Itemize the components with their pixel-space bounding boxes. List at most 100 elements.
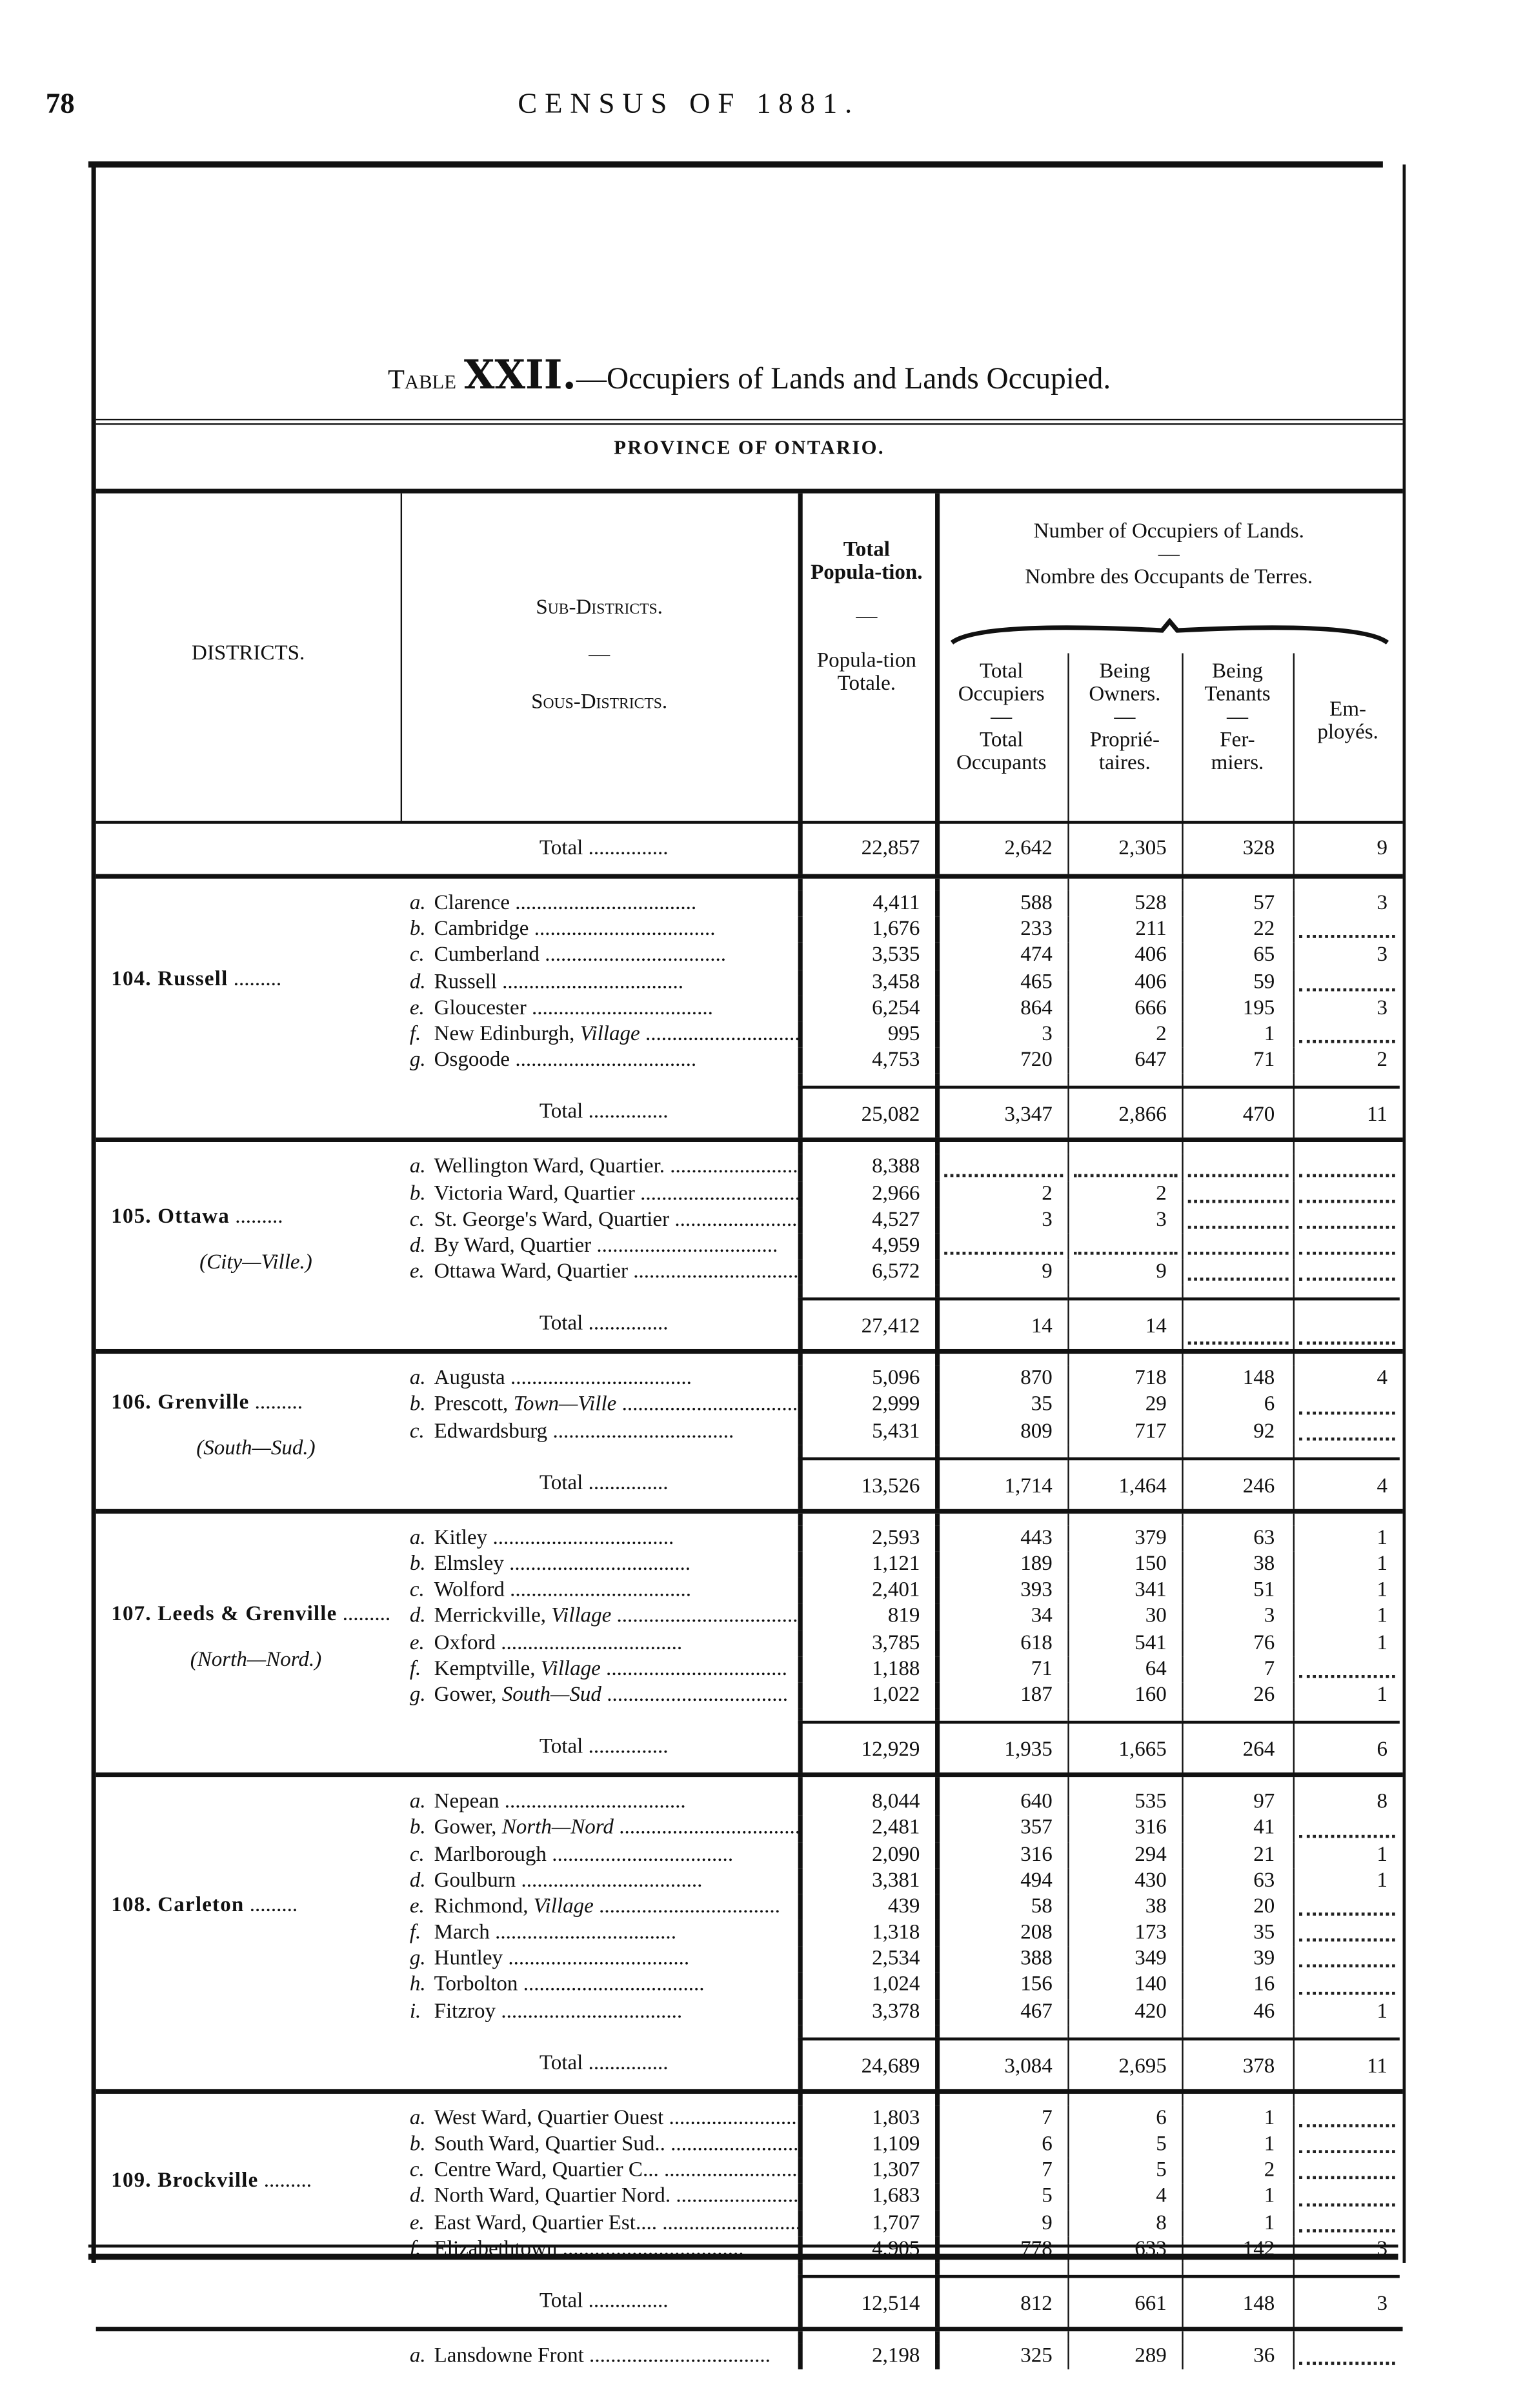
sub-district-name: Goulburn <box>434 1869 516 1892</box>
cell-owners: 140 <box>1067 1972 1182 1999</box>
dot-leader: .................................. <box>539 945 727 968</box>
cell-tenants: 51 <box>1182 1578 1293 1604</box>
cell-occupiers: 864 <box>935 995 1067 1022</box>
spacer <box>96 2093 1403 2106</box>
cell-occupiers: 189 <box>935 1551 1067 1578</box>
spacer <box>96 2331 1403 2343</box>
table-row: b. South Ward, Quartier Sud.. ...........… <box>96 2131 1403 2158</box>
table-row: c. Edwardsburg ..........................… <box>96 1418 1403 1445</box>
sub-district-cell: c. St. George's Ward, Quartier ..........… <box>401 1207 798 1234</box>
sub-district-name: Wolford <box>434 1579 505 1603</box>
cell-owners: 661 <box>1067 2274 1182 2327</box>
cell-tenants: 63 <box>1182 1867 1293 1894</box>
spacer-cell <box>1293 1354 1400 1367</box>
header-owners: Being Owners. — Proprié-taires. <box>1067 661 1182 775</box>
spacer-cell <box>1067 878 1182 891</box>
spacer-cell <box>1067 1777 1182 1790</box>
spacer-cell <box>1182 1777 1293 1790</box>
spacer-cell <box>96 2094 401 2106</box>
sub-district-cell: a. Lansdowne Front ......................… <box>401 2343 798 2370</box>
district-cell <box>96 1298 401 1349</box>
dot-leader: ............... <box>583 1472 669 1496</box>
cell-owners: 406 <box>1067 943 1182 970</box>
cell-owners: 173 <box>1067 1920 1182 1947</box>
district-cell <box>96 2105 401 2132</box>
sub-district-cell: d. North Ward, Quartier Nord. ...........… <box>401 2184 798 2211</box>
district-cell <box>96 2275 401 2327</box>
cell-owners: 289 <box>1067 2343 1182 2370</box>
header-dash: — <box>1158 543 1180 567</box>
sub-district-name: Oxford <box>434 1631 496 1655</box>
sub-district-cell: h. Torbolton ............................… <box>401 1972 798 1999</box>
cell-occupiers: 3 <box>935 1021 1067 1048</box>
spacer-cell <box>1293 1142 1400 1155</box>
sub-district-cell: d. Goulburn .............................… <box>401 1868 798 1894</box>
dot-leader: ......... <box>244 1893 298 1917</box>
spacer-cell <box>1182 2331 1293 2343</box>
cell-tenants: 7 <box>1182 1656 1293 1683</box>
dot-leader: ............... <box>583 1312 669 1336</box>
cell-employes: 3 <box>1293 2274 1400 2327</box>
cell-occupiers: 208 <box>935 1920 1067 1947</box>
cell-population: 1,676 <box>798 917 935 943</box>
dot-leader: ............... <box>583 1736 669 1760</box>
sub-district-name: Prescott, <box>434 1394 514 1417</box>
district-name: 109. Brockville <box>111 2170 259 2194</box>
sub-district-name: Russell <box>434 970 497 994</box>
table-frame: Table XXII.—Occupiers of Lands and Lands… <box>91 164 1406 2370</box>
cell-owners: 647 <box>1067 1047 1182 1074</box>
district-label: 107. Leeds & Grenville ......... (North—N… <box>111 1603 400 1674</box>
cell-occupiers: 357 <box>935 1815 1067 1842</box>
sub-district-letter: f. <box>409 1023 421 1047</box>
cell-population: 1,109 <box>798 2131 935 2158</box>
table-row: d. By Ward, Quartier ....................… <box>96 1233 1403 1259</box>
cell-occupiers: 467 <box>935 1998 1067 2025</box>
cell-owners: 528 <box>1067 890 1182 918</box>
cell-population: 22,857 <box>798 822 935 874</box>
cell-occupiers: 325 <box>935 2343 1067 2370</box>
sub-district-letter: c. <box>409 945 425 968</box>
spacer-cell <box>96 1074 401 1087</box>
dot-leader: .................................. <box>526 997 713 1020</box>
sub-district-letter: i. <box>409 2000 421 2023</box>
cell-employes <box>1293 1207 1400 1234</box>
cell-tenants: 1 <box>1182 1021 1293 1048</box>
dot-leader: .................................. <box>505 1367 692 1391</box>
dot-leader: .................................. <box>504 1579 691 1603</box>
cell-population: 4,753 <box>798 1047 935 1074</box>
sub-district-letter: e. <box>409 1895 425 1919</box>
cell-employes <box>1293 1920 1400 1947</box>
dot-leader: .................................. <box>600 1658 787 1681</box>
cell-employes: 3 <box>1293 890 1400 918</box>
cell-population: 3,381 <box>798 1867 935 1894</box>
sub-district-name: Marlborough <box>434 1843 547 1867</box>
cell-tenants: 21 <box>1182 1841 1293 1868</box>
spacer-cell <box>1293 2025 1400 2038</box>
spacer-cell <box>798 2093 935 2106</box>
sub-district-letter: c. <box>409 1843 425 1867</box>
cell-population: 4,527 <box>798 1207 935 1234</box>
sub-district-cell: d. By Ward, Quartier ....................… <box>401 1233 798 1259</box>
cell-population: 1,121 <box>798 1551 935 1578</box>
table-row: c. Marlborough ..........................… <box>96 1841 1403 1868</box>
sub-district-name: Gower, <box>434 1684 502 1707</box>
cell-population: 12,929 <box>798 1721 936 1773</box>
cell-tenants: 46 <box>1182 1998 1293 2025</box>
cell-tenants: 38 <box>1182 1551 1293 1578</box>
sub-district-qualifier: South—Sud <box>501 1684 601 1707</box>
table-row: i. Fitzroy ..............................… <box>96 1998 1403 2025</box>
header-occupiers-group: Number of Occupiers of Lands. — Nombre d… <box>935 521 1403 589</box>
total-row: Total ............... 27,412 14 14 <box>96 1298 1403 1350</box>
cell-population: 2,198 <box>798 2343 935 2370</box>
cell-tenants: 22 <box>1182 917 1293 943</box>
cell-population: 5,431 <box>798 1418 935 1445</box>
cell-employes: 1 <box>1293 1603 1400 1630</box>
sub-district-letter: d. <box>409 970 426 994</box>
spacer-cell <box>1293 1285 1400 1298</box>
sub-district-name: St. George's Ward, Quartier <box>434 1209 670 1232</box>
sub-district-name: Richmond, <box>434 1895 534 1919</box>
spacer-cell <box>1067 2262 1182 2275</box>
dot-leader: .................................. <box>591 1234 778 1258</box>
spacer-cell <box>401 1354 798 1367</box>
table-row: e. Gloucester ...........................… <box>96 995 1403 1022</box>
